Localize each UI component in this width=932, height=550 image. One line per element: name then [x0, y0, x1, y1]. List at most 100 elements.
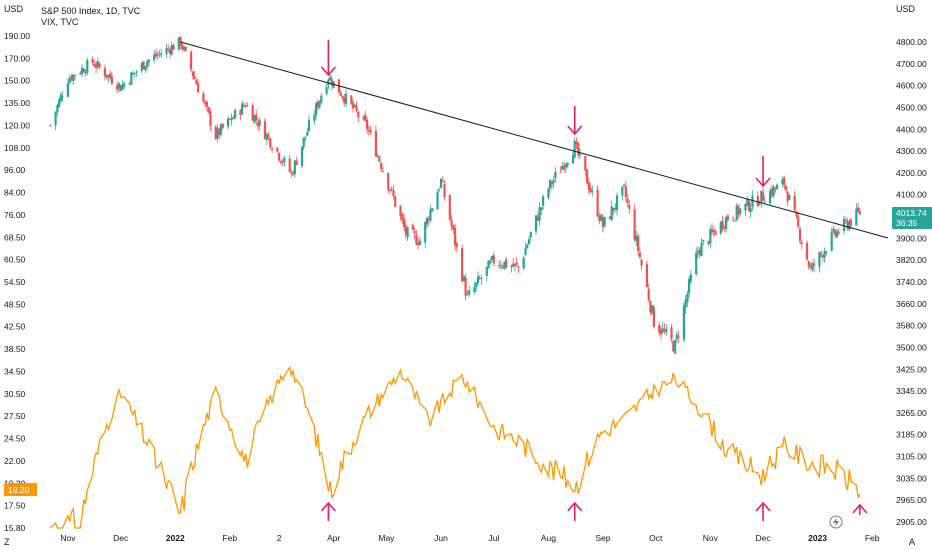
candle [762, 187, 765, 202]
candle [302, 137, 305, 151]
candle [747, 199, 751, 213]
candle [86, 57, 89, 76]
right-tick-label: 4200.00 [896, 168, 927, 178]
candle [165, 44, 168, 59]
candle [366, 116, 369, 134]
candle [355, 101, 358, 113]
candle [427, 216, 430, 227]
candle [128, 82, 131, 86]
candle [665, 323, 668, 336]
candle [776, 183, 779, 190]
candle [589, 183, 592, 194]
candle [110, 72, 113, 86]
candle [823, 247, 826, 263]
candle [733, 220, 736, 222]
candle [204, 100, 207, 108]
candle [515, 256, 518, 267]
candle [216, 124, 219, 143]
candle [84, 68, 87, 77]
candle [663, 323, 666, 335]
candle [295, 156, 298, 166]
arrow-up-icon [755, 501, 771, 521]
candle [612, 207, 615, 215]
candle [526, 243, 529, 249]
candle [661, 321, 664, 335]
candle [732, 215, 735, 222]
auto-scale-toggle[interactable]: A [909, 537, 915, 547]
candle [193, 71, 196, 80]
candle [307, 115, 311, 132]
candle [357, 110, 360, 122]
candle [214, 125, 217, 140]
candle [116, 81, 119, 94]
candle [598, 212, 601, 224]
candle [374, 125, 377, 158]
candle [739, 207, 742, 217]
candle [230, 113, 233, 126]
candle [805, 240, 809, 261]
candle [466, 289, 469, 296]
candle [702, 239, 705, 246]
candle [135, 69, 138, 77]
candle [784, 185, 787, 193]
candle [191, 71, 194, 80]
candle [800, 240, 803, 250]
candle [362, 115, 365, 121]
candle [837, 228, 840, 236]
zoom-toggle-icon[interactable]: Z [4, 537, 10, 547]
candle [848, 218, 851, 232]
annotation-arrows [320, 40, 868, 521]
candle [550, 180, 553, 190]
candle [281, 158, 284, 166]
x-tick-label: May [378, 533, 395, 543]
candle [59, 91, 62, 104]
candle [478, 275, 481, 280]
candle [652, 304, 655, 328]
left-tick-label: 76.00 [4, 210, 26, 220]
candle [559, 166, 562, 173]
lightning-icon[interactable] [829, 515, 843, 529]
candle [98, 61, 101, 70]
candle [649, 300, 652, 316]
candle [351, 99, 355, 113]
candle [637, 233, 640, 257]
candle [450, 215, 453, 231]
candle [123, 81, 126, 89]
left-unit-label: USD [4, 4, 24, 14]
candle [798, 226, 802, 245]
candle [258, 117, 261, 131]
candle [689, 269, 692, 285]
candle [608, 215, 611, 220]
candle [726, 214, 729, 222]
candle [846, 218, 849, 231]
right-tick-label: 3265.00 [896, 408, 927, 418]
resistance-trendline[interactable] [180, 41, 889, 239]
candle [830, 227, 833, 252]
x-tick-label: Oct [649, 533, 663, 543]
candle [318, 100, 321, 110]
candle [647, 283, 650, 302]
left-tick-label: 150.00 [4, 76, 30, 86]
candle [820, 250, 823, 259]
candle [256, 118, 260, 132]
candle [70, 74, 73, 82]
candle [160, 48, 163, 58]
candle [234, 108, 237, 120]
candle [591, 185, 594, 197]
candle [682, 302, 685, 343]
candle [344, 88, 348, 108]
candle [783, 175, 786, 190]
candle [387, 172, 390, 193]
candle [501, 264, 504, 270]
right-tick-label: 3820.00 [896, 255, 927, 265]
arrow-down-icon [755, 156, 771, 188]
candle [330, 75, 333, 91]
left-tick-label: 68.50 [4, 232, 26, 242]
candle [527, 236, 531, 246]
candle [195, 78, 198, 85]
spx-candles [49, 35, 861, 355]
candle [390, 186, 393, 192]
candle [205, 100, 208, 112]
candle [448, 194, 451, 221]
